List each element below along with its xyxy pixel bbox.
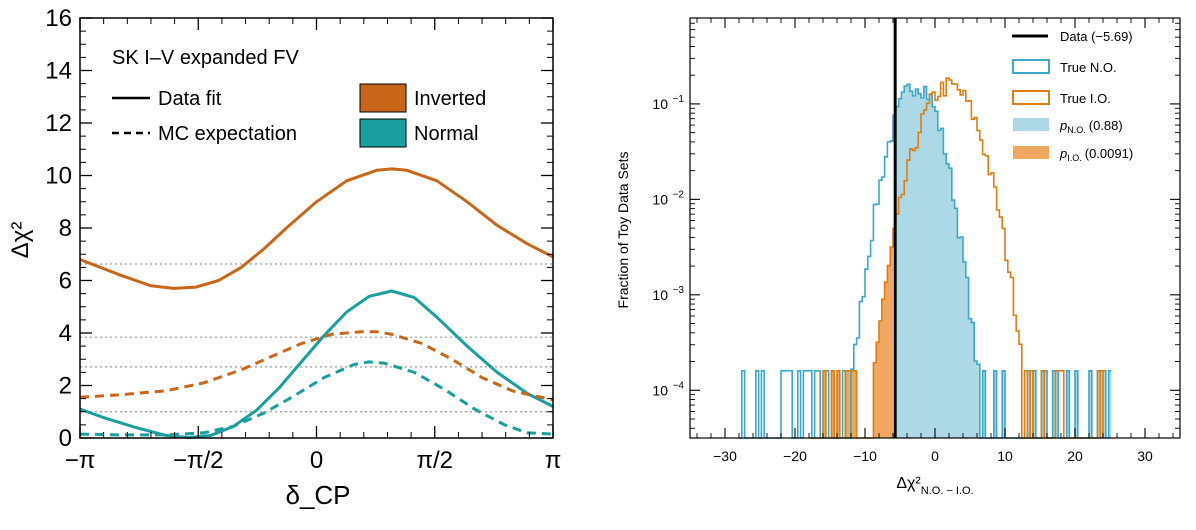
legend-data: Data (−5.69) <box>1060 29 1133 44</box>
x-tick-label: 30 <box>1137 448 1153 464</box>
legend-p-no: pN.O. (0.88) <box>1059 118 1123 135</box>
y-tick-label: 4 <box>59 320 72 347</box>
x-tick-label: 20 <box>1067 448 1083 464</box>
legend-p-io-swatch <box>1013 146 1049 159</box>
y-tick-exponent: −2 <box>673 189 685 200</box>
p-no-fill <box>895 84 1112 439</box>
x-tick-label: −20 <box>783 448 807 464</box>
y-tick-label: 6 <box>59 268 72 295</box>
legend-true-no-swatch <box>1012 59 1050 74</box>
y-tick-label: 16 <box>45 5 72 32</box>
legend-mc-expectation: MC expectation <box>158 123 297 145</box>
left-axis-ticks: 0 2 4 6 8 10 12 14 16 −π −π/2 0 π/2 π <box>45 5 561 474</box>
y-tick-label: 2 <box>59 373 72 400</box>
x-tick-label: 0 <box>931 448 939 464</box>
x-tick-label: −π <box>65 447 96 474</box>
left-y-axis-label: Δχ² <box>7 222 34 259</box>
right-x-axis-label: Δχ²N.O. − I.O. <box>896 475 973 497</box>
delta-cp-chart: 0 2 4 6 8 10 12 14 16 −π −π/2 0 π/2 π Δχ² δ_CP SK I–V… <box>7 5 561 510</box>
right-y-axis-label: Fraction of Toy Data Sets <box>615 152 631 309</box>
legend-header: SK I–V expanded FV <box>112 47 299 69</box>
right-legend: Data (−5.69) True N.O. True I.O. pN.O. (0… <box>1012 29 1133 163</box>
y-tick-label: 0 <box>59 425 72 452</box>
legend-true-io: True I.O. <box>1060 91 1111 106</box>
y-tick-label: 10 <box>652 96 668 112</box>
left-legend: SK I–V expanded FV Data fit MC expectati… <box>112 47 486 148</box>
y-tick-label: 12 <box>45 110 72 137</box>
x-tick-label: −30 <box>713 448 737 464</box>
left-plot-frame <box>79 17 554 439</box>
y-tick-label: 10 <box>652 287 668 303</box>
y-tick-exponent: −3 <box>673 285 685 296</box>
series-line <box>79 360 554 437</box>
y-tick-label: 14 <box>45 58 72 85</box>
right-axis-ticks: −30 −20 −10 0 10 20 30 10 −4 10 −3 10 −2 10 −1 <box>652 18 1180 464</box>
y-tick-label: 10 <box>45 163 72 190</box>
x-tick-label: π <box>545 447 562 474</box>
x-tick-label: −10 <box>853 448 877 464</box>
legend-true-io-swatch <box>1012 90 1050 105</box>
legend-normal-swatch <box>359 118 407 148</box>
y-tick-label: 10 <box>652 191 668 207</box>
y-tick-label: 8 <box>59 215 72 242</box>
x-tick-label: −π/2 <box>173 447 224 474</box>
legend-p-io: pI.O. (0.0091) <box>1059 146 1133 163</box>
left-x-axis-label: δ_CP <box>285 480 350 510</box>
legend-p-no-swatch <box>1013 118 1049 131</box>
legend-data-fit: Data fit <box>158 88 222 110</box>
legend-inverted: Inverted <box>414 88 486 110</box>
series-line <box>79 289 554 439</box>
legend-normal: Normal <box>414 123 478 145</box>
x-tick-label: 10 <box>997 448 1013 464</box>
legend-inverted-swatch <box>359 83 407 113</box>
series-line <box>79 330 554 402</box>
y-tick-exponent: −4 <box>673 380 685 391</box>
x-tick-label: π/2 <box>416 447 453 474</box>
y-tick-exponent: −1 <box>673 94 685 105</box>
y-tick-label: 10 <box>652 382 668 398</box>
x-tick-label: 0 <box>310 447 323 474</box>
chi2-curves <box>79 167 554 439</box>
series-line <box>79 167 554 290</box>
reference-lines <box>80 263 553 413</box>
legend-true-no: True N.O. <box>1060 60 1117 75</box>
histogram-series <box>739 18 1112 439</box>
toy-data-histogram: −30 −20 −10 0 10 20 30 10 −4 10 −3 10 −2 10 −1 Fractio… <box>615 17 1181 497</box>
